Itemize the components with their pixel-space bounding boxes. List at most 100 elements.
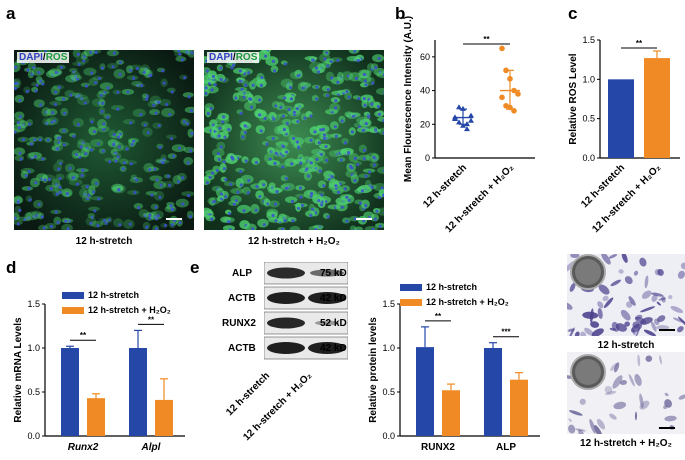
cell-cytoplasm bbox=[330, 76, 344, 85]
cell-nucleus bbox=[14, 216, 17, 220]
cell-nucleus bbox=[150, 193, 154, 197]
cell-nucleus bbox=[221, 120, 225, 124]
stained-cell bbox=[677, 326, 684, 333]
cell-cytoplasm bbox=[348, 152, 359, 163]
x-tick-label: Alpl bbox=[141, 442, 161, 453]
cell-cytoplasm bbox=[235, 178, 244, 188]
cell-nucleus bbox=[14, 65, 18, 69]
cell-nucleus bbox=[228, 211, 232, 216]
cell-nucleus bbox=[334, 98, 338, 103]
cell-cytoplasm bbox=[311, 66, 324, 74]
cell-nucleus bbox=[97, 76, 102, 81]
cell-nucleus bbox=[30, 72, 34, 76]
cell-nucleus bbox=[239, 111, 243, 115]
stained-cell bbox=[596, 418, 606, 430]
stained-cell bbox=[656, 325, 670, 330]
cell-cytoplasm bbox=[325, 71, 335, 82]
stained-cell bbox=[610, 279, 621, 287]
cell-cytoplasm bbox=[252, 95, 263, 104]
stained-cell bbox=[634, 374, 642, 386]
cell-nucleus bbox=[62, 129, 66, 133]
significance-label: ** bbox=[80, 331, 87, 340]
y-tick-label: 0.5 bbox=[27, 387, 40, 397]
stained-cell bbox=[598, 284, 610, 295]
cell-nucleus bbox=[118, 132, 122, 137]
cell-nucleus bbox=[380, 186, 384, 190]
bar bbox=[510, 379, 528, 436]
cell-nucleus bbox=[289, 97, 294, 101]
blot-kd-label: 75 kD bbox=[320, 268, 347, 279]
stained-cell bbox=[633, 270, 639, 276]
cell-nucleus bbox=[78, 155, 82, 159]
stained-cell bbox=[574, 331, 580, 336]
cell-cytoplasm bbox=[330, 121, 339, 130]
cell-nucleus bbox=[204, 86, 208, 90]
cell-nucleus bbox=[301, 86, 305, 90]
cell-nucleus bbox=[90, 215, 94, 219]
cell-cytoplasm bbox=[317, 180, 327, 189]
cell-nucleus bbox=[116, 90, 120, 95]
stained-cell bbox=[615, 323, 627, 332]
cell-nucleus bbox=[315, 157, 319, 161]
cell-cytoplasm bbox=[284, 94, 295, 103]
data-point bbox=[468, 117, 474, 123]
cell-nucleus bbox=[166, 174, 170, 178]
cell-nucleus bbox=[260, 75, 264, 80]
alp-stain-treated-texture bbox=[567, 352, 685, 434]
cell-nucleus bbox=[356, 96, 361, 101]
cell-cytoplasm bbox=[350, 174, 359, 184]
cell-cytoplasm bbox=[14, 111, 25, 120]
cell-nucleus bbox=[219, 77, 223, 82]
cell-cytoplasm bbox=[14, 118, 25, 124]
cell-nucleus bbox=[315, 85, 319, 89]
stained-cell bbox=[567, 328, 575, 332]
cell-nucleus bbox=[21, 138, 26, 142]
cell-nucleus bbox=[50, 120, 54, 124]
cell-nucleus bbox=[23, 217, 27, 222]
significance-label: *** bbox=[501, 328, 511, 337]
stained-cell bbox=[621, 254, 628, 263]
cell-nucleus bbox=[37, 202, 41, 207]
cell-nucleus bbox=[274, 104, 278, 108]
cell-nucleus bbox=[296, 119, 300, 124]
cell-nucleus bbox=[167, 183, 172, 187]
stained-cell bbox=[609, 413, 617, 420]
cell-nucleus bbox=[364, 204, 368, 208]
cell-nucleus bbox=[247, 179, 251, 183]
cell-nucleus bbox=[216, 152, 221, 156]
y-tick-label: 40 bbox=[420, 86, 430, 96]
stained-cell bbox=[672, 317, 685, 323]
cell-nucleus bbox=[118, 72, 122, 77]
cell-cytoplasm bbox=[131, 80, 143, 87]
cell-nucleus bbox=[383, 91, 384, 95]
legend-e-item-control: 12 h-stretch bbox=[400, 282, 509, 292]
legend-d: 12 h-stretch 12 h-stretch + H₂O₂ bbox=[62, 290, 171, 315]
cell-nucleus bbox=[347, 95, 351, 99]
cell-cytoplasm bbox=[175, 56, 187, 62]
cell-cytoplasm bbox=[275, 141, 289, 146]
cell-nucleus bbox=[177, 50, 181, 53]
stained-cell bbox=[618, 269, 624, 274]
cell-nucleus bbox=[162, 157, 166, 162]
cell-cytoplasm bbox=[164, 205, 177, 213]
cell-nucleus bbox=[288, 85, 293, 90]
stained-cell bbox=[628, 296, 636, 306]
cell-nucleus bbox=[111, 65, 115, 69]
cell-nucleus bbox=[311, 58, 315, 62]
cell-nucleus bbox=[340, 205, 344, 209]
cell-nucleus bbox=[83, 192, 87, 197]
panel-label-a: a bbox=[6, 4, 16, 23]
stained-cell bbox=[603, 297, 614, 309]
cell-nucleus bbox=[58, 176, 62, 181]
cell-nucleus bbox=[287, 185, 291, 189]
micrograph-control-tag: DAPI/ROS bbox=[17, 52, 70, 63]
cell-nucleus bbox=[275, 189, 279, 194]
cell-nucleus bbox=[239, 183, 243, 187]
cell-cytoplasm bbox=[97, 118, 107, 129]
cell-nucleus bbox=[16, 200, 20, 204]
cell-cytoplasm bbox=[270, 65, 279, 73]
cell-nucleus bbox=[67, 219, 71, 223]
cell-nucleus bbox=[242, 95, 246, 99]
cell-nucleus bbox=[125, 147, 129, 151]
